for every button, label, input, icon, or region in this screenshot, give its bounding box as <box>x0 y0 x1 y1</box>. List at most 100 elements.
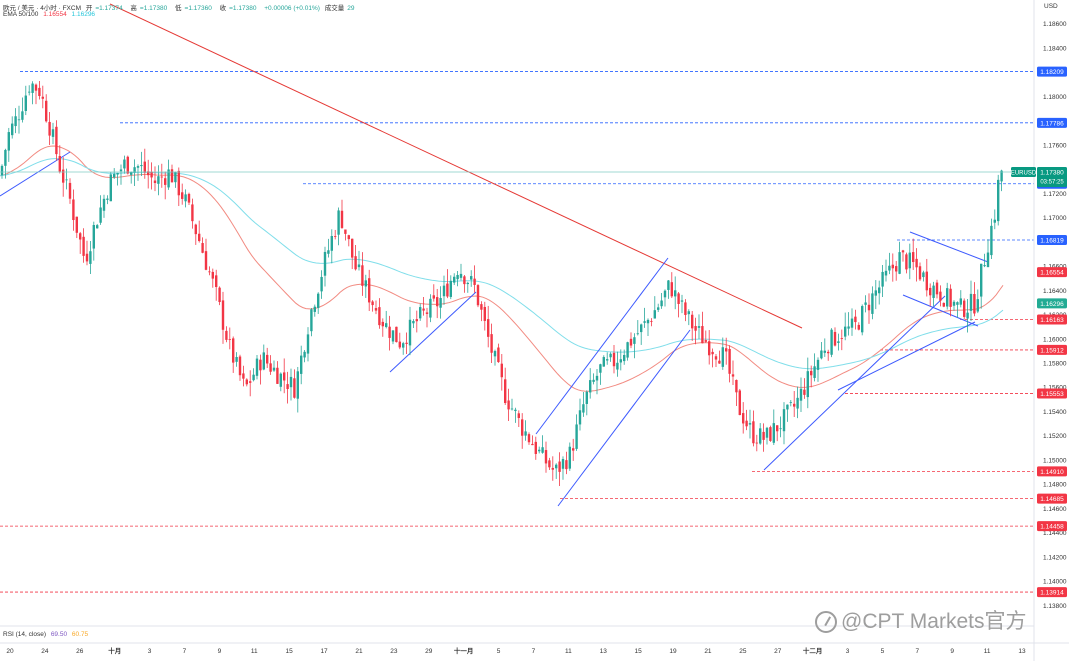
candle-body <box>58 156 61 172</box>
candle-body <box>759 428 762 444</box>
candle-body <box>691 314 694 329</box>
candle-body <box>833 331 837 346</box>
rsi-legend[interactable]: RSI (14, close) 69.50 60.75 <box>3 631 91 638</box>
candle-body <box>385 323 388 328</box>
candle-body <box>323 251 327 276</box>
candle-body <box>116 172 119 175</box>
channel-line <box>763 295 946 471</box>
candle-body <box>259 359 262 371</box>
level-tag-value: 1.16819 <box>1040 238 1064 245</box>
candle-body <box>670 282 673 297</box>
ema-legend[interactable]: EMA 50/100 1.16554 1.16296 <box>3 11 98 18</box>
candle-body <box>378 307 381 326</box>
candle-body <box>606 359 609 361</box>
x-tick-label: 13 <box>600 648 608 655</box>
x-tick-label: 21 <box>704 648 712 655</box>
candle-body <box>538 449 541 452</box>
candle-body <box>847 326 850 329</box>
watermark: @CPT Markets官方 <box>815 605 1026 635</box>
candle-body <box>946 288 949 307</box>
candle-body <box>140 165 143 167</box>
candle-body <box>493 351 497 357</box>
candle-body <box>711 351 714 355</box>
candle-body <box>123 159 126 169</box>
candle-body <box>973 294 976 314</box>
candle-body <box>391 330 395 342</box>
y-tick-label: 1.14600 <box>1043 506 1067 513</box>
level-tag <box>1037 314 1067 325</box>
candle-body <box>799 388 803 401</box>
y-tick-label: 1.17600 <box>1043 142 1067 149</box>
candle-body <box>415 319 418 322</box>
x-tick-label: 9 <box>950 648 954 655</box>
level-tag <box>1037 521 1067 532</box>
candle-body <box>908 252 911 269</box>
candle-body <box>487 319 490 337</box>
current-price-value: 1.17380 <box>1040 170 1064 177</box>
candle-body <box>993 219 996 223</box>
rsi-value-1: 69.50 <box>50 631 68 638</box>
candle-body <box>235 357 238 362</box>
candle-body <box>412 320 415 324</box>
candle-body <box>823 350 826 353</box>
candle-body <box>497 347 500 363</box>
ohlc-close: 收 =1.17380 <box>219 5 257 12</box>
price-labels: 1.182091.177861.172831.168191.165541.162… <box>1037 66 1067 598</box>
candle-body <box>558 461 561 472</box>
y-tick-label: 1.17000 <box>1043 215 1067 222</box>
x-tick-label: 9 <box>218 648 222 655</box>
level-tag <box>1037 466 1067 477</box>
x-tick-label: 25 <box>739 648 747 655</box>
candle-body <box>269 363 272 372</box>
ema50-value: 1.16554 <box>43 11 67 18</box>
candle-body <box>531 443 534 446</box>
candle-body <box>939 291 942 301</box>
candle-body <box>925 271 928 291</box>
candle-body <box>952 301 956 306</box>
candle-body <box>21 111 24 120</box>
candle-body <box>857 324 860 330</box>
candle-body <box>697 326 701 328</box>
candle-body <box>585 391 588 404</box>
candle-body <box>51 129 55 137</box>
candle-body <box>786 404 789 410</box>
candle-body <box>701 326 704 344</box>
candle-body <box>541 447 544 453</box>
candle-body <box>888 265 891 271</box>
candle-body <box>303 351 306 358</box>
candle-body <box>82 236 85 256</box>
ema-lines <box>0 145 1004 392</box>
candle-body <box>905 254 908 270</box>
ohlc-high: 高 =1.17380 <box>130 5 168 12</box>
candle-body <box>68 182 72 199</box>
candle-body <box>245 379 248 385</box>
x-tick-label: 3 <box>846 648 850 655</box>
channel-line <box>535 257 669 435</box>
candle-body <box>912 252 915 263</box>
candle-body <box>728 348 731 374</box>
candle-body <box>738 390 741 416</box>
candle-body <box>408 319 412 346</box>
candle-body <box>776 425 779 432</box>
level-tag <box>1037 388 1067 399</box>
x-tick-label: 十一月 <box>454 646 474 655</box>
candle-body <box>772 423 775 443</box>
candle-body <box>725 348 728 352</box>
candle-body <box>150 171 153 178</box>
ohlc-open: 开 =1.17374 <box>85 5 123 12</box>
y-tick-label: 1.15400 <box>1043 409 1067 416</box>
candle-body <box>191 204 194 222</box>
candle-body <box>844 326 847 337</box>
candle-body <box>555 464 558 469</box>
level-tag <box>1037 235 1067 246</box>
x-tick-label: 23 <box>390 648 398 655</box>
candle-body <box>238 356 242 376</box>
symbol-tag-label: EURUSD <box>1011 171 1037 177</box>
candle-body <box>969 293 973 311</box>
candle-body <box>918 266 922 280</box>
candle-body <box>347 235 350 240</box>
x-tick-label: 十月 <box>108 646 121 655</box>
candle-body <box>524 431 527 436</box>
level-tag <box>1037 587 1067 598</box>
